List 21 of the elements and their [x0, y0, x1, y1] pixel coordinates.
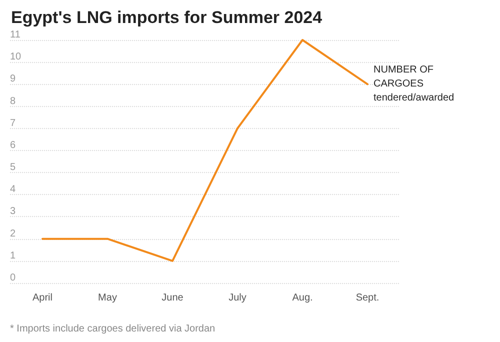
- y-tick-label: 7: [10, 118, 16, 129]
- series-label: NUMBER OF CARGOES tendered/awarded: [374, 64, 454, 104]
- x-tick-label: July: [228, 292, 246, 304]
- x-tick-label: Sept.: [356, 292, 380, 304]
- y-tick-label: 0: [10, 272, 16, 284]
- x-tick-label: June: [162, 292, 184, 304]
- y-tick-label: 4: [10, 184, 16, 196]
- y-tick-label: 6: [10, 140, 16, 151]
- y-tick-label: 2: [10, 228, 16, 240]
- text: * Imports include cargoes delivered via Jordan: [10, 324, 216, 334]
- x-tick-label: April: [32, 292, 53, 304]
- y-tick-label: 5: [10, 162, 16, 174]
- y-tick-label: 1: [10, 250, 16, 262]
- x-tick-label: Aug.: [292, 292, 313, 304]
- y-tick-label: 10: [10, 52, 22, 63]
- y-tick-label: 11: [10, 30, 21, 40]
- y-tick-label: 8: [10, 96, 16, 107]
- chart-title: Egypt's LNG imports for Summer 2024: [11, 8, 323, 27]
- y-tick-label: 3: [10, 206, 16, 218]
- x-tick-label: May: [98, 292, 117, 304]
- y-tick-label: 9: [10, 74, 16, 85]
